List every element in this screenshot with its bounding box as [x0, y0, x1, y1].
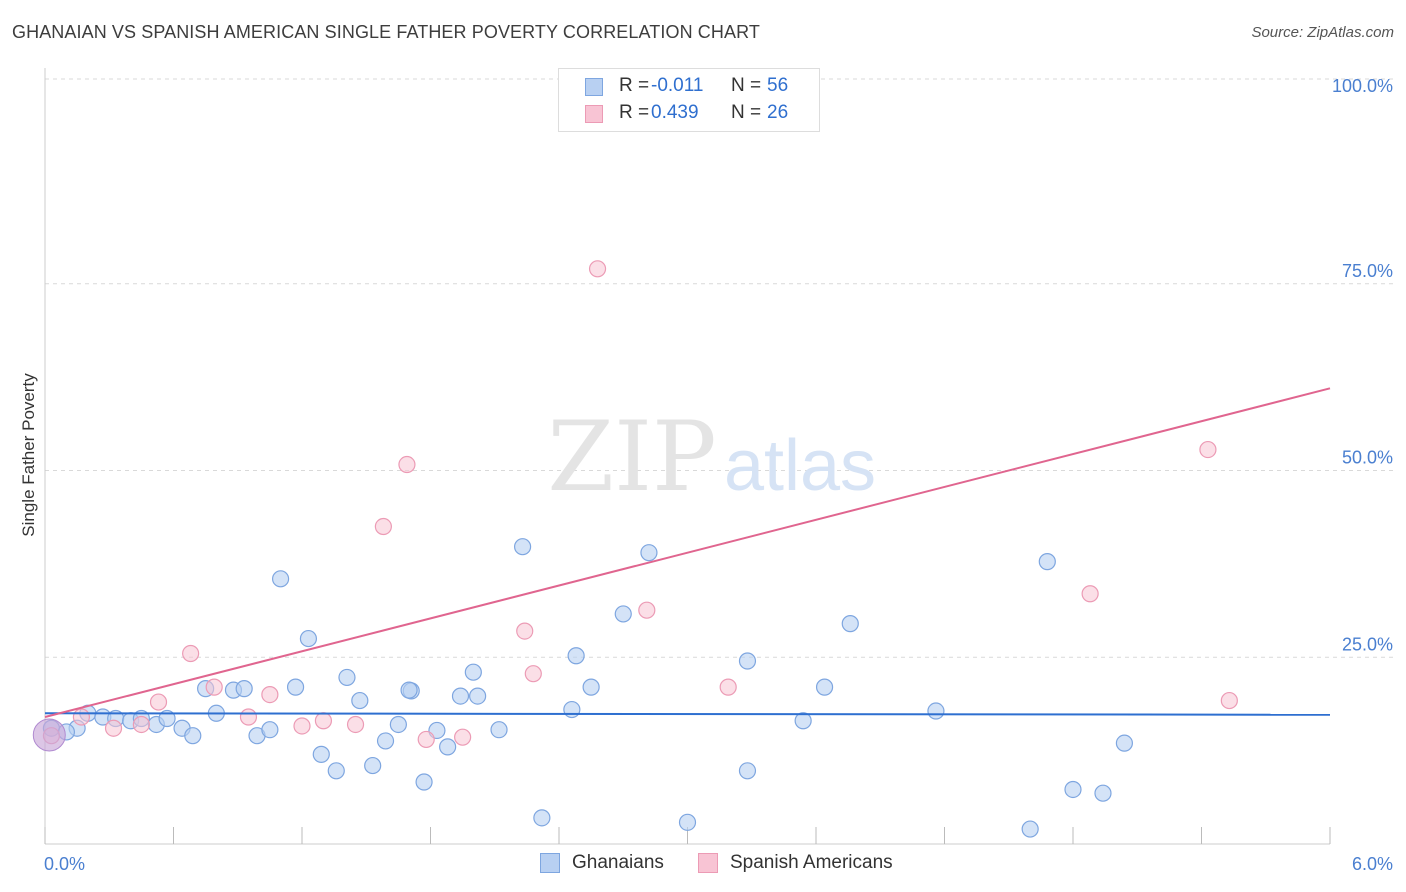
watermark-atlas: atlas — [724, 426, 876, 506]
ghanaians-trend-line — [44, 712, 1331, 716]
tick-labels: 25.0% 50.0% 75.0% 100.0% 0.0% 6.0% — [44, 76, 1393, 874]
legend-r-label: R = — [619, 102, 650, 123]
x-tick-label: 0.0% — [44, 854, 85, 874]
spanish-point — [132, 715, 150, 734]
legend-r-value-ghanaians: -0.011 — [651, 75, 704, 96]
spanish-point — [719, 678, 737, 696]
spanish-point — [205, 678, 223, 696]
ghanaians-point — [327, 762, 345, 780]
ghanaians-point — [469, 687, 487, 705]
ghanaians-point — [582, 678, 600, 696]
trend-lines — [44, 387, 1331, 718]
ghanaians-point — [1115, 734, 1134, 752]
spanish-point — [104, 719, 123, 737]
y-axis-label: Single Father Poverty — [19, 373, 38, 537]
spanish-point — [516, 622, 534, 640]
bottom-legend-swatch-ghanaians — [540, 853, 560, 873]
ghanaians-point — [614, 605, 632, 623]
ghanaians-point — [815, 678, 834, 696]
ghanaians-point — [1064, 780, 1082, 799]
y-tick-label: 25.0% — [1342, 634, 1393, 654]
ghanaians-point — [738, 762, 757, 780]
chart-title: GHANAIAN VS SPANISH AMERICAN SINGLE FATH… — [12, 22, 760, 42]
bottom-legend-label-ghanaians: Ghanaians — [572, 852, 664, 873]
legend-n-label: N = — [731, 102, 762, 123]
bottom-legend-swatch-spanish — [698, 853, 718, 873]
spanish-point — [293, 717, 311, 735]
ghanaians-point — [451, 687, 470, 705]
y-tick-label: 50.0% — [1342, 448, 1393, 468]
ghanaians-point — [286, 678, 305, 696]
legend-swatch-spanish — [585, 105, 603, 123]
legend: R = -0.011 N = 56 R = 0.439 N = 26 — [558, 68, 820, 132]
spanish-point — [182, 644, 200, 663]
spanish-point — [239, 708, 258, 726]
ghanaians-point — [640, 544, 658, 562]
ghanaians-point — [312, 745, 330, 763]
ghanaians-point — [563, 700, 581, 719]
spanish-point — [638, 601, 656, 619]
spanish-point — [398, 455, 416, 474]
ghanaians-point — [490, 721, 508, 739]
legend-r-label: R = — [619, 75, 650, 96]
spanish-point — [417, 730, 435, 749]
legend-n-label: N = — [731, 75, 762, 96]
ghanaians-point — [464, 663, 482, 681]
legend-swatch-ghanaians — [585, 78, 603, 96]
spanish-point — [346, 715, 365, 734]
source-label: Source: ZipAtlas.com — [1251, 24, 1394, 41]
ghanaians-point — [415, 773, 433, 791]
y-tick-label: 100.0% — [1332, 76, 1393, 96]
ghanaians-point — [439, 738, 457, 756]
ghanaians-point — [533, 809, 551, 827]
ghanaians-point — [794, 712, 812, 730]
spanish-point — [261, 685, 279, 704]
spanish-trend-line — [44, 387, 1331, 718]
ghanaians-point — [351, 691, 369, 710]
ghanaians-point — [513, 538, 532, 556]
ghanaians-point — [364, 756, 382, 775]
ghanaians-point — [389, 715, 407, 734]
spanish-point — [149, 693, 168, 711]
ghanaians-point — [235, 680, 253, 698]
ghanaians-point — [158, 709, 176, 728]
ghanaians-point — [261, 721, 279, 739]
x-tick-label: 6.0% — [1352, 854, 1393, 874]
watermark: ZIP atlas — [547, 401, 876, 513]
legend-n-value-ghanaians: 56 — [767, 75, 789, 96]
ghanaians-point — [400, 681, 418, 699]
ghanaians-point — [299, 629, 318, 648]
y-tick-label: 75.0% — [1342, 261, 1393, 281]
ghanaians-point — [338, 668, 356, 687]
watermark-zip: ZIP — [547, 401, 716, 513]
spanish-point — [1220, 691, 1238, 710]
ghanaians-point — [1038, 553, 1056, 571]
spanish-point — [1199, 440, 1217, 459]
ghanaians-point — [376, 732, 395, 750]
legend-n-value-spanish: 26 — [767, 102, 789, 123]
bottom-legend-label-spanish: Spanish Americans — [730, 852, 893, 873]
ghanaians-point — [271, 570, 290, 588]
ghanaians-point — [738, 652, 757, 670]
spanish-point — [524, 665, 542, 683]
ghanaians-point — [678, 813, 697, 831]
spanish-point — [1081, 585, 1099, 603]
spanish-point — [374, 517, 392, 536]
cluster-point — [32, 718, 66, 752]
legend-r-value-spanish: 0.439 — [651, 102, 699, 123]
ghanaians-point — [841, 615, 859, 633]
axes — [44, 68, 1331, 845]
ghanaians-point — [184, 727, 202, 745]
spanish-point — [72, 708, 91, 726]
spanish-point — [454, 728, 472, 746]
ghanaians-point — [1094, 784, 1112, 802]
spanish-point — [588, 260, 607, 278]
ghanaians-point — [1021, 820, 1039, 838]
ghanaians-point — [567, 647, 585, 665]
gridlines — [45, 78, 1395, 658]
spanish-point — [314, 712, 333, 730]
ghanaians-point — [927, 702, 945, 720]
